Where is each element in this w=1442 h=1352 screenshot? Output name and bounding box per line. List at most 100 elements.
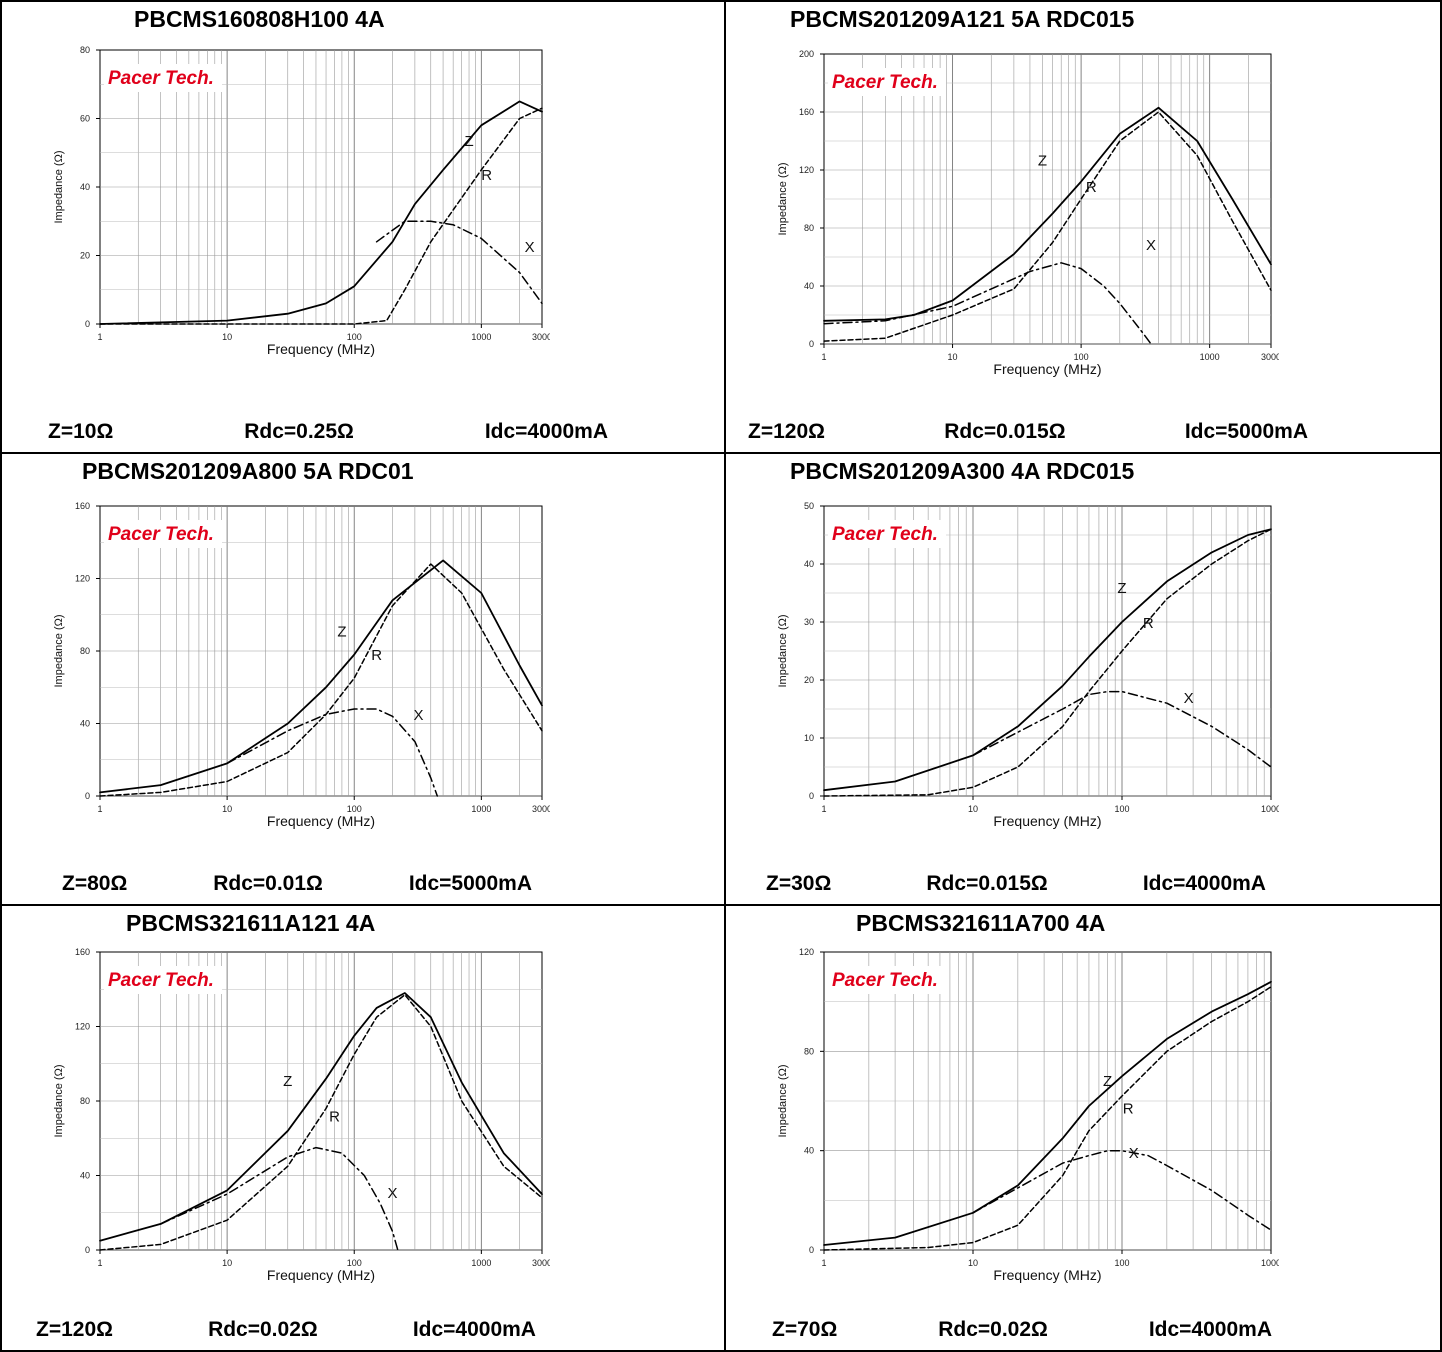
spec-idc: Idc=4000mA (412, 1318, 536, 1341)
y-tick-label: 160 (75, 501, 90, 511)
spec-rdc: Rdc=0.02Ω (938, 1318, 1048, 1341)
y-tick-label: 0 (85, 319, 90, 329)
x-tick-label: 1 (97, 804, 102, 814)
y-axis-label: Impedance (Ω) (53, 150, 65, 223)
y-tick-label: 20 (804, 675, 814, 685)
x-tick-label: 100 (1114, 1258, 1129, 1268)
spec-z: Z=70Ω (772, 1318, 838, 1341)
spec-idc: Idc=4000mA (484, 420, 608, 443)
spec-idc: Idc=5000mA (1184, 420, 1308, 443)
x-axis-label: Frequency (MHz) (993, 1267, 1101, 1283)
y-tick-label: 0 (85, 1245, 90, 1255)
brand-label: Pacer Tech. (108, 68, 214, 89)
y-tick-label: 120 (799, 947, 814, 957)
y-axis-label: Impedance (Ω) (777, 614, 789, 687)
curve-label-r: R (371, 647, 382, 664)
brand-backdrop (104, 966, 222, 994)
y-axis-label: Impedance (Ω) (53, 614, 65, 687)
series-z-line (99, 100, 543, 325)
spec-row: Z=70Ω Rdc=0.02Ω Idc=4000mA (772, 1318, 1272, 1342)
series-x-line (823, 262, 1152, 345)
y-tick-label: 80 (80, 1096, 90, 1106)
brand-backdrop (104, 64, 222, 92)
brand-label: Pacer Tech. (832, 72, 938, 93)
x-tick-label: 1000 (471, 332, 491, 342)
spec-rdc: Rdc=0.02Ω (208, 1318, 318, 1341)
panel-4: PBCMS201209A300 4A RDC015 Pacer Tech. 0 10… (724, 452, 1442, 906)
panel-5: PBCMS321611A121 4A Pacer Tech. 0 40 80 120 16… (0, 904, 726, 1352)
y-tick-label: 80 (80, 45, 90, 55)
x-tick-label: 3000 (1261, 352, 1279, 362)
spec-z: Z=120Ω (36, 1318, 113, 1341)
panel-6: PBCMS321611A700 4A Pacer Tech. 0 40 80 120 1 1… (724, 904, 1442, 1352)
x-tick-label: 1 (821, 804, 826, 814)
panel-title: PBCMS201209A300 4A RDC015 (790, 458, 1135, 484)
x-tick-label: 10 (222, 1258, 232, 1268)
x-tick-label: 10 (968, 804, 978, 814)
panel-title: PBCMS321611A121 4A (126, 910, 376, 936)
curve-label-z: Z (1038, 153, 1047, 170)
panel-title: PBCMS201209A121 5A RDC015 (790, 6, 1135, 32)
series-x-line (972, 1149, 1272, 1231)
y-tick-label: 160 (75, 947, 90, 957)
y-tick-label: 20 (80, 251, 90, 261)
x-tick-label: 1000 (1261, 804, 1279, 814)
y-tick-label: 160 (799, 107, 814, 117)
y-tick-label: 40 (80, 719, 90, 729)
y-tick-label: 120 (75, 1022, 90, 1032)
y-tick-label: 50 (804, 501, 814, 511)
curve-label-z: Z (337, 624, 346, 641)
y-tick-label: 200 (799, 49, 814, 59)
x-tick-label: 10 (222, 332, 232, 342)
curve-label-x: X (413, 707, 423, 724)
spec-z: Z=30Ω (766, 872, 832, 895)
panel-title: PBCMS201209A800 5A RDC01 (82, 458, 414, 484)
spec-rdc: Rdc=0.25Ω (244, 420, 354, 443)
y-tick-label: 40 (80, 1171, 90, 1181)
brand-label: Pacer Tech. (108, 524, 214, 545)
brand-backdrop (104, 520, 222, 548)
y-tick-label: 120 (799, 165, 814, 175)
brand-backdrop (828, 520, 946, 548)
x-tick-label: 1000 (1261, 1258, 1279, 1268)
y-tick-label: 0 (809, 1245, 814, 1255)
series-z-line (99, 559, 543, 794)
y-tick-label: 80 (804, 1046, 814, 1056)
x-tick-label: 1 (821, 1258, 826, 1268)
spec-row: Z=10Ω Rdc=0.25Ω Idc=4000mA (48, 420, 608, 444)
impedance-chart: Pacer Tech. 0 40 80 120 160 200 1 10 100 1000 3000 F… (777, 49, 1279, 377)
panel-2: PBCMS201209A121 5A RDC015 Pacer Tech. 0 40… (724, 0, 1442, 454)
series-r-line (823, 111, 1272, 342)
curve-label-r: R (481, 167, 492, 184)
x-tick-label: 1 (97, 1258, 102, 1268)
curve-label-r: R (1143, 615, 1154, 632)
series-r-line (823, 986, 1272, 1251)
brand-label: Pacer Tech. (832, 970, 938, 991)
curve-label-x: X (1129, 1145, 1139, 1162)
series-x-line (159, 1146, 399, 1251)
brand-label: Pacer Tech. (832, 524, 938, 545)
y-tick-label: 80 (804, 223, 814, 233)
y-tick-label: 40 (804, 559, 814, 569)
y-tick-label: 120 (75, 574, 90, 584)
panel-title: PBCMS321611A700 4A (856, 910, 1106, 936)
y-tick-label: 60 (80, 114, 90, 124)
x-tick-label: 10 (222, 804, 232, 814)
x-tick-label: 1 (821, 352, 826, 362)
spec-z: Z=10Ω (48, 420, 114, 443)
curve-label-r: R (329, 1108, 340, 1125)
spec-row: Z=120Ω Rdc=0.015Ω Idc=5000mA (748, 420, 1308, 444)
x-tick-label: 10 (968, 1258, 978, 1268)
curve-label-z: Z (283, 1073, 292, 1090)
impedance-chart: Pacer Tech. 0 20 40 60 80 1 10 100 1000 3000 Freque… (53, 45, 550, 357)
spec-row: Z=80Ω Rdc=0.01Ω Idc=5000mA (62, 872, 532, 896)
curve-label-x: X (1146, 237, 1156, 254)
y-axis-label: Impedance (Ω) (777, 1064, 789, 1137)
curve-label-z: Z (1103, 1073, 1112, 1090)
series-r-line (99, 994, 543, 1251)
x-tick-label: 10 (948, 352, 958, 362)
x-tick-label: 100 (347, 1258, 362, 1268)
curve-label-r: R (1086, 179, 1097, 196)
impedance-chart: Pacer Tech. 0 40 80 120 160 1 10 100 1000 3000 Freq… (53, 947, 550, 1283)
